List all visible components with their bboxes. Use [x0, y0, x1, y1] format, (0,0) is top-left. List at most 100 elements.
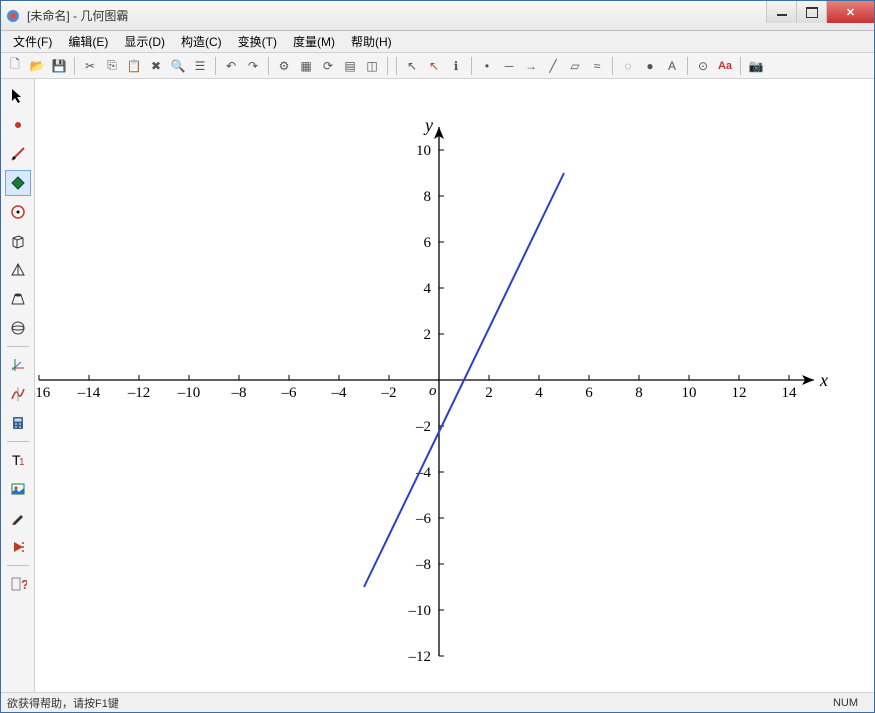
toolbar-separator	[687, 57, 688, 75]
tool-line-button[interactable]	[5, 141, 31, 167]
toolbar-separator	[396, 57, 397, 75]
tool-tetra-button[interactable]	[5, 257, 31, 283]
toolbar-props-button[interactable]: ☰	[190, 56, 210, 76]
toolbar-gear-button[interactable]: ⚙	[274, 56, 294, 76]
svg-text:–2: –2	[415, 419, 431, 435]
toolbar-refresh-button[interactable]: ⟳	[318, 56, 338, 76]
menu-file[interactable]: 文件(F)	[5, 31, 60, 52]
toolbar-hide-button[interactable]: ◌	[618, 56, 638, 76]
toolbar-separator	[612, 57, 613, 75]
toolbar-paste-button[interactable]: 📋	[124, 56, 144, 76]
toolbar-line-button[interactable]: ╱	[543, 56, 563, 76]
toolbar-redo-button[interactable]: ↷	[243, 56, 263, 76]
toolbar-segment-button[interactable]: ─	[499, 56, 519, 76]
tool-pen-button[interactable]	[5, 505, 31, 531]
menu-construct[interactable]: 构造(C)	[173, 31, 230, 52]
svg-text:10: 10	[416, 143, 431, 159]
toolbar-show-button[interactable]: ●	[640, 56, 660, 76]
toolbar-separator	[215, 57, 216, 75]
svg-text:–4: –4	[331, 385, 348, 401]
svg-text:–6: –6	[415, 511, 432, 527]
tool-text-tool-button[interactable]: T1	[5, 447, 31, 473]
toolbar-trace-button[interactable]: ≈	[587, 56, 607, 76]
toolbar-dot2-button[interactable]: ⊙	[693, 56, 713, 76]
svg-text:6: 6	[424, 235, 432, 251]
toolbar-new-button[interactable]: 🗋	[5, 56, 25, 76]
toolbar-point-tool-button[interactable]: •	[477, 56, 497, 76]
svg-text:2: 2	[424, 327, 432, 343]
toolbar-polygon-button[interactable]: ▱	[565, 56, 585, 76]
window-buttons	[766, 1, 874, 23]
svg-text:y: y	[423, 115, 433, 135]
toolbar-arrow-red-button[interactable]: ↖	[424, 56, 444, 76]
menubar: 文件(F) 编辑(E) 显示(D) 构造(C) 变换(T) 度量(M) 帮助(H…	[1, 31, 874, 53]
canvas-area[interactable]: –16–14–12–10–8–6–4–22468101214–12–10–8–6…	[35, 79, 874, 692]
svg-text:2: 2	[485, 385, 493, 401]
tool-polygon-button[interactable]	[5, 170, 31, 196]
toolbar-delete-button[interactable]: ✖	[146, 56, 166, 76]
svg-text:1: 1	[19, 457, 25, 468]
menu-edit[interactable]: 编辑(E)	[60, 31, 116, 52]
toolbar-separator	[74, 57, 75, 75]
svg-text:4: 4	[535, 385, 543, 401]
app-icon	[5, 8, 21, 24]
svg-text:–10: –10	[177, 385, 201, 401]
minimize-button[interactable]	[766, 1, 796, 23]
tool-axes-button[interactable]	[5, 352, 31, 378]
toolbar-arrow-button[interactable]: ↖	[402, 56, 422, 76]
tool-help-button[interactable]: ?	[5, 571, 31, 597]
tool-frustum-button[interactable]	[5, 286, 31, 312]
svg-text:–12: –12	[408, 649, 432, 665]
close-button[interactable]	[826, 1, 874, 23]
tool-cube-button[interactable]	[5, 228, 31, 254]
app-window: [未命名] - 几何图霸 文件(F) 编辑(E) 显示(D) 构造(C) 变换(…	[0, 0, 875, 713]
toolbar-save-button[interactable]: 💾	[49, 56, 69, 76]
left-toolbar-separator	[7, 346, 29, 347]
toolbar-undo-button[interactable]: ↶	[221, 56, 241, 76]
svg-text:12: 12	[732, 385, 747, 401]
svg-text:–12: –12	[127, 385, 151, 401]
svg-text:–8: –8	[231, 385, 247, 401]
toolbar-ray-button[interactable]: →	[521, 56, 541, 76]
toolbar-label-button[interactable]: A	[662, 56, 682, 76]
tool-sphere-button[interactable]	[5, 315, 31, 341]
titlebar: [未命名] - 几何图霸	[1, 1, 874, 31]
toolbar-grid-button[interactable]: ▤	[340, 56, 360, 76]
tool-play-button[interactable]	[5, 534, 31, 560]
tool-image-button[interactable]	[5, 476, 31, 502]
menu-measure[interactable]: 度量(M)	[285, 31, 343, 52]
svg-text:8: 8	[424, 189, 432, 205]
tool-function-button[interactable]	[5, 381, 31, 407]
svg-text:14: 14	[782, 385, 798, 401]
svg-text:–10: –10	[408, 603, 432, 619]
maximize-button[interactable]	[796, 1, 826, 23]
toolbar-separator	[740, 57, 741, 75]
svg-text:10: 10	[682, 385, 697, 401]
window-title: [未命名] - 几何图霸	[27, 7, 870, 24]
toolbar-copy-button[interactable]: ⎘	[102, 56, 122, 76]
toolbar-text-a-button[interactable]: Aa	[715, 56, 735, 76]
toolbar-separator	[387, 57, 388, 75]
svg-text:–8: –8	[415, 557, 431, 573]
main-toolbar: 🗋📂💾✂⎘📋✖🔍☰↶↷⚙▦⟳▤◫↖↖ℹ•─→╱▱≈◌●A⊙Aa📷	[1, 53, 874, 79]
toolbar-open-button[interactable]: 📂	[27, 56, 47, 76]
svg-text:6: 6	[585, 385, 593, 401]
tool-circle-button[interactable]	[5, 199, 31, 225]
menu-help[interactable]: 帮助(H)	[343, 31, 400, 52]
toolbar-info-button[interactable]: ℹ	[446, 56, 466, 76]
tool-calculator-button[interactable]	[5, 410, 31, 436]
svg-text:8: 8	[635, 385, 643, 401]
toolbar-select-all-button[interactable]: ▦	[296, 56, 316, 76]
toolbar-find-button[interactable]: 🔍	[168, 56, 188, 76]
menu-display[interactable]: 显示(D)	[116, 31, 173, 52]
toolbar-camera-button[interactable]: 📷	[746, 56, 766, 76]
menu-transform[interactable]: 变换(T)	[230, 31, 285, 52]
toolbar-cut-button[interactable]: ✂	[80, 56, 100, 76]
status-help-text: 欲获得帮助，请按F1键	[7, 695, 823, 711]
svg-text:–14: –14	[77, 385, 101, 401]
left-toolbar-separator	[7, 441, 29, 442]
tool-point-button[interactable]	[5, 112, 31, 138]
tool-select-arrow-button[interactable]	[5, 83, 31, 109]
toolbar-snap-button[interactable]: ◫	[362, 56, 382, 76]
toolbar-separator	[471, 57, 472, 75]
